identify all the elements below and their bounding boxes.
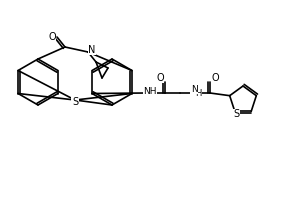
Text: O: O [48, 32, 56, 42]
Text: S: S [72, 97, 78, 107]
Text: O: O [211, 73, 219, 83]
Text: NH: NH [143, 88, 157, 97]
Text: S: S [234, 109, 240, 119]
Text: N: N [88, 45, 96, 55]
Text: N: N [190, 84, 197, 94]
Text: O: O [156, 73, 164, 83]
Text: H: H [195, 90, 201, 98]
